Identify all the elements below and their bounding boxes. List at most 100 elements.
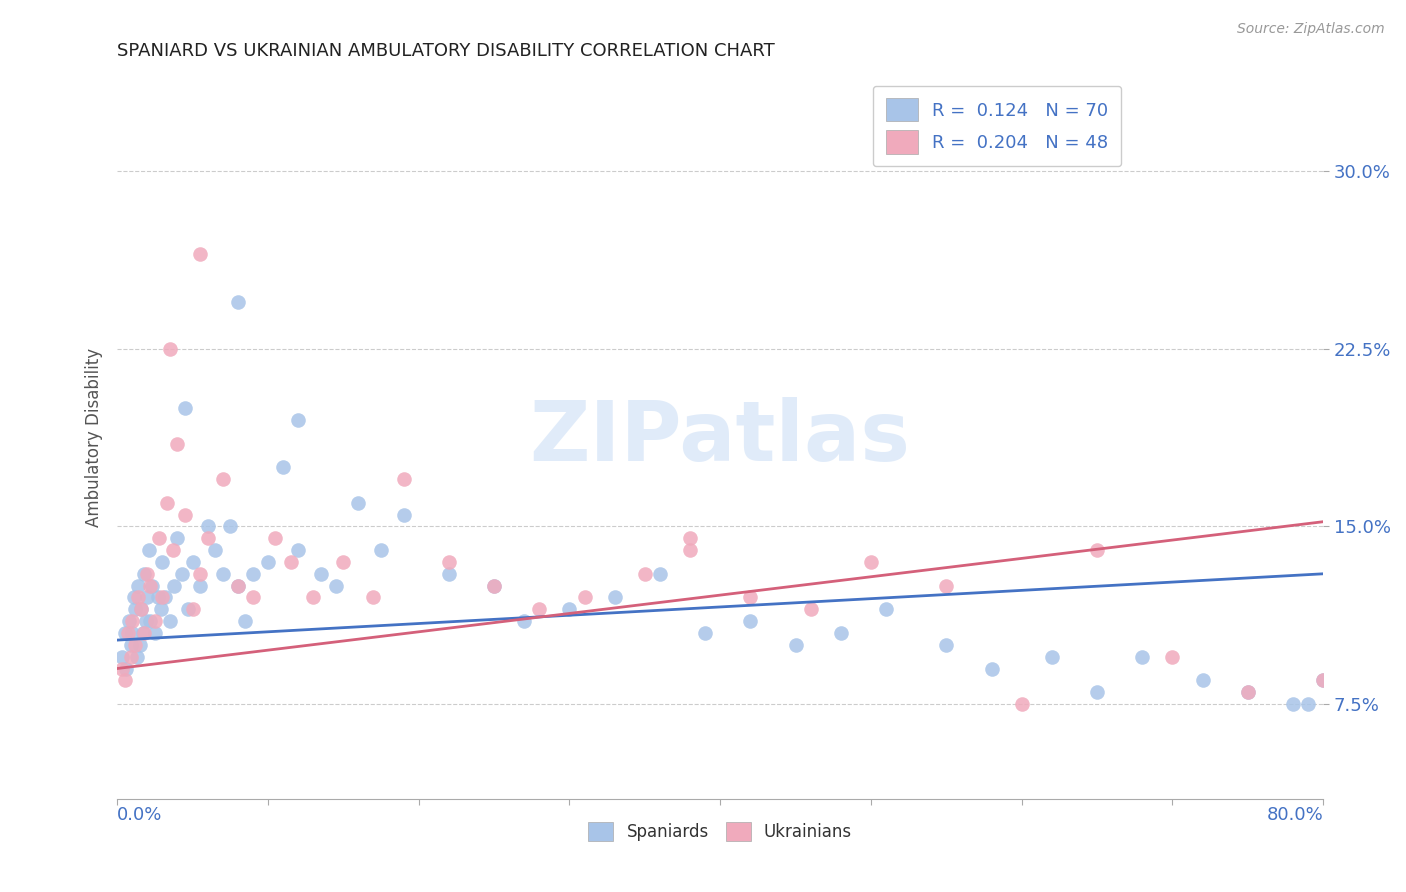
Point	[363, 591, 385, 605]
Point	[437, 555, 460, 569]
Point	[139, 579, 162, 593]
Point	[558, 602, 581, 616]
Point	[679, 543, 702, 558]
Point	[136, 591, 159, 605]
Point	[392, 472, 415, 486]
Point	[513, 614, 536, 628]
Point	[131, 602, 153, 616]
Point	[347, 496, 370, 510]
Point	[370, 543, 392, 558]
Point	[138, 543, 160, 558]
Point	[679, 531, 702, 545]
Point	[1312, 673, 1334, 688]
Text: 80.0%: 80.0%	[1267, 805, 1323, 824]
Point	[242, 566, 264, 581]
Point	[634, 566, 657, 581]
Point	[149, 602, 172, 616]
Text: ZIPatlas: ZIPatlas	[530, 397, 911, 478]
Point	[257, 555, 280, 569]
Point	[166, 531, 188, 545]
Point	[226, 294, 249, 309]
Point	[122, 591, 145, 605]
Point	[280, 555, 302, 569]
Point	[197, 519, 219, 533]
Point	[785, 638, 807, 652]
Point	[114, 626, 136, 640]
Point	[219, 519, 242, 533]
Legend: R =  0.124   N = 70, R =  0.204   N = 48: R = 0.124 N = 70, R = 0.204 N = 48	[873, 86, 1121, 166]
Point	[309, 566, 332, 581]
Point	[740, 614, 762, 628]
Point	[111, 661, 134, 675]
Point	[146, 591, 169, 605]
Point	[242, 591, 264, 605]
Point	[287, 543, 309, 558]
Point	[1237, 685, 1260, 699]
Point	[1085, 543, 1108, 558]
Y-axis label: Ambulatory Disability: Ambulatory Disability	[86, 348, 103, 527]
Point	[152, 555, 174, 569]
Point	[1282, 697, 1305, 711]
Point	[233, 614, 256, 628]
Point	[120, 649, 142, 664]
Point	[188, 247, 211, 261]
Point	[114, 673, 136, 688]
Point	[437, 566, 460, 581]
Point	[935, 579, 957, 593]
Point	[120, 638, 142, 652]
Point	[111, 649, 134, 664]
Point	[211, 472, 233, 486]
Point	[875, 602, 897, 616]
Point	[264, 531, 287, 545]
Point	[177, 602, 200, 616]
Text: 0.0%: 0.0%	[117, 805, 163, 824]
Point	[980, 661, 1002, 675]
Point	[127, 579, 149, 593]
Point	[132, 626, 155, 640]
Point	[226, 579, 249, 593]
Point	[148, 531, 170, 545]
Point	[1312, 673, 1334, 688]
Point	[935, 638, 957, 652]
Point	[695, 626, 717, 640]
Point	[136, 566, 159, 581]
Point	[1040, 649, 1063, 664]
Point	[174, 401, 197, 415]
Point	[170, 566, 193, 581]
Point	[188, 579, 211, 593]
Point	[124, 638, 146, 652]
Point	[1237, 685, 1260, 699]
Point	[115, 661, 138, 675]
Point	[603, 591, 626, 605]
Point	[121, 614, 143, 628]
Text: Source: ZipAtlas.com: Source: ZipAtlas.com	[1237, 22, 1385, 37]
Point	[174, 508, 197, 522]
Point	[159, 614, 181, 628]
Point	[1085, 685, 1108, 699]
Point	[648, 566, 671, 581]
Point	[529, 602, 551, 616]
Point	[124, 602, 146, 616]
Point	[830, 626, 852, 640]
Point	[166, 436, 188, 450]
Point	[271, 460, 294, 475]
Point	[127, 591, 149, 605]
Point	[121, 626, 143, 640]
Point	[740, 591, 762, 605]
Point	[325, 579, 347, 593]
Point	[117, 626, 139, 640]
Point	[143, 626, 166, 640]
Point	[125, 649, 148, 664]
Point	[211, 566, 233, 581]
Point	[1011, 697, 1033, 711]
Point	[159, 342, 181, 356]
Point	[181, 555, 204, 569]
Point	[302, 591, 325, 605]
Point	[162, 543, 184, 558]
Point	[197, 531, 219, 545]
Point	[163, 579, 186, 593]
Point	[392, 508, 415, 522]
Point	[332, 555, 354, 569]
Point	[152, 591, 174, 605]
Point	[574, 591, 596, 605]
